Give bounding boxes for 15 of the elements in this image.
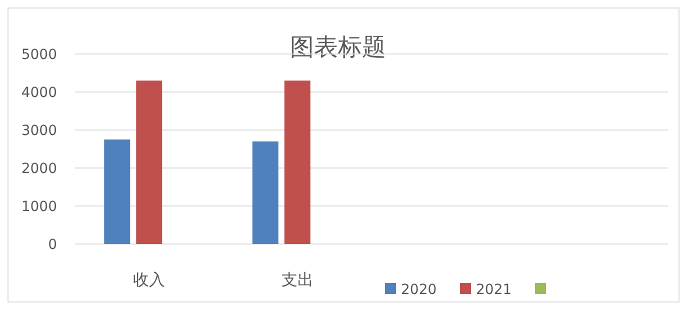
y-tick-label: 3000 bbox=[21, 123, 57, 139]
bar bbox=[252, 141, 278, 244]
y-tick-label: 4000 bbox=[21, 85, 57, 101]
legend-label: 2020 bbox=[401, 282, 437, 298]
bar bbox=[104, 140, 130, 244]
y-tick-label: 1000 bbox=[21, 199, 57, 215]
y-tick-label: 2000 bbox=[21, 161, 57, 177]
chart-title: 图表标题 bbox=[290, 33, 386, 61]
legend-label: 2021 bbox=[476, 282, 512, 298]
y-tick-label: 0 bbox=[48, 237, 57, 253]
x-tick-label: 支出 bbox=[281, 270, 314, 289]
x-tick-label: 收入 bbox=[133, 270, 166, 289]
y-tick-label: 5000 bbox=[21, 47, 57, 63]
bar bbox=[136, 80, 162, 244]
bar bbox=[284, 80, 310, 244]
